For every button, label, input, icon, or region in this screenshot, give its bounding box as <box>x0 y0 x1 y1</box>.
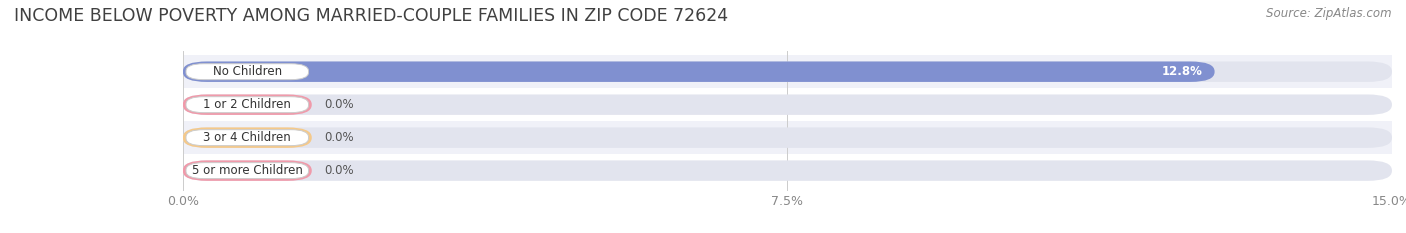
FancyBboxPatch shape <box>183 94 312 115</box>
FancyBboxPatch shape <box>186 130 308 146</box>
Text: 5 or more Children: 5 or more Children <box>191 164 302 177</box>
FancyBboxPatch shape <box>183 88 1392 121</box>
FancyBboxPatch shape <box>183 121 1392 154</box>
FancyBboxPatch shape <box>183 127 1392 148</box>
FancyBboxPatch shape <box>183 127 312 148</box>
Text: 1 or 2 Children: 1 or 2 Children <box>204 98 291 111</box>
Text: Source: ZipAtlas.com: Source: ZipAtlas.com <box>1267 7 1392 20</box>
FancyBboxPatch shape <box>183 160 312 181</box>
Text: 3 or 4 Children: 3 or 4 Children <box>204 131 291 144</box>
FancyBboxPatch shape <box>183 55 1392 88</box>
Text: INCOME BELOW POVERTY AMONG MARRIED-COUPLE FAMILIES IN ZIP CODE 72624: INCOME BELOW POVERTY AMONG MARRIED-COUPL… <box>14 7 728 25</box>
FancyBboxPatch shape <box>183 154 1392 187</box>
Text: 0.0%: 0.0% <box>323 98 353 111</box>
FancyBboxPatch shape <box>183 62 1215 82</box>
FancyBboxPatch shape <box>183 94 1392 115</box>
Text: 0.0%: 0.0% <box>323 131 353 144</box>
FancyBboxPatch shape <box>186 163 308 178</box>
FancyBboxPatch shape <box>186 97 308 113</box>
Text: 0.0%: 0.0% <box>323 164 353 177</box>
FancyBboxPatch shape <box>183 160 1392 181</box>
FancyBboxPatch shape <box>183 62 1392 82</box>
Text: 12.8%: 12.8% <box>1161 65 1202 78</box>
FancyBboxPatch shape <box>186 64 308 80</box>
Text: No Children: No Children <box>212 65 281 78</box>
